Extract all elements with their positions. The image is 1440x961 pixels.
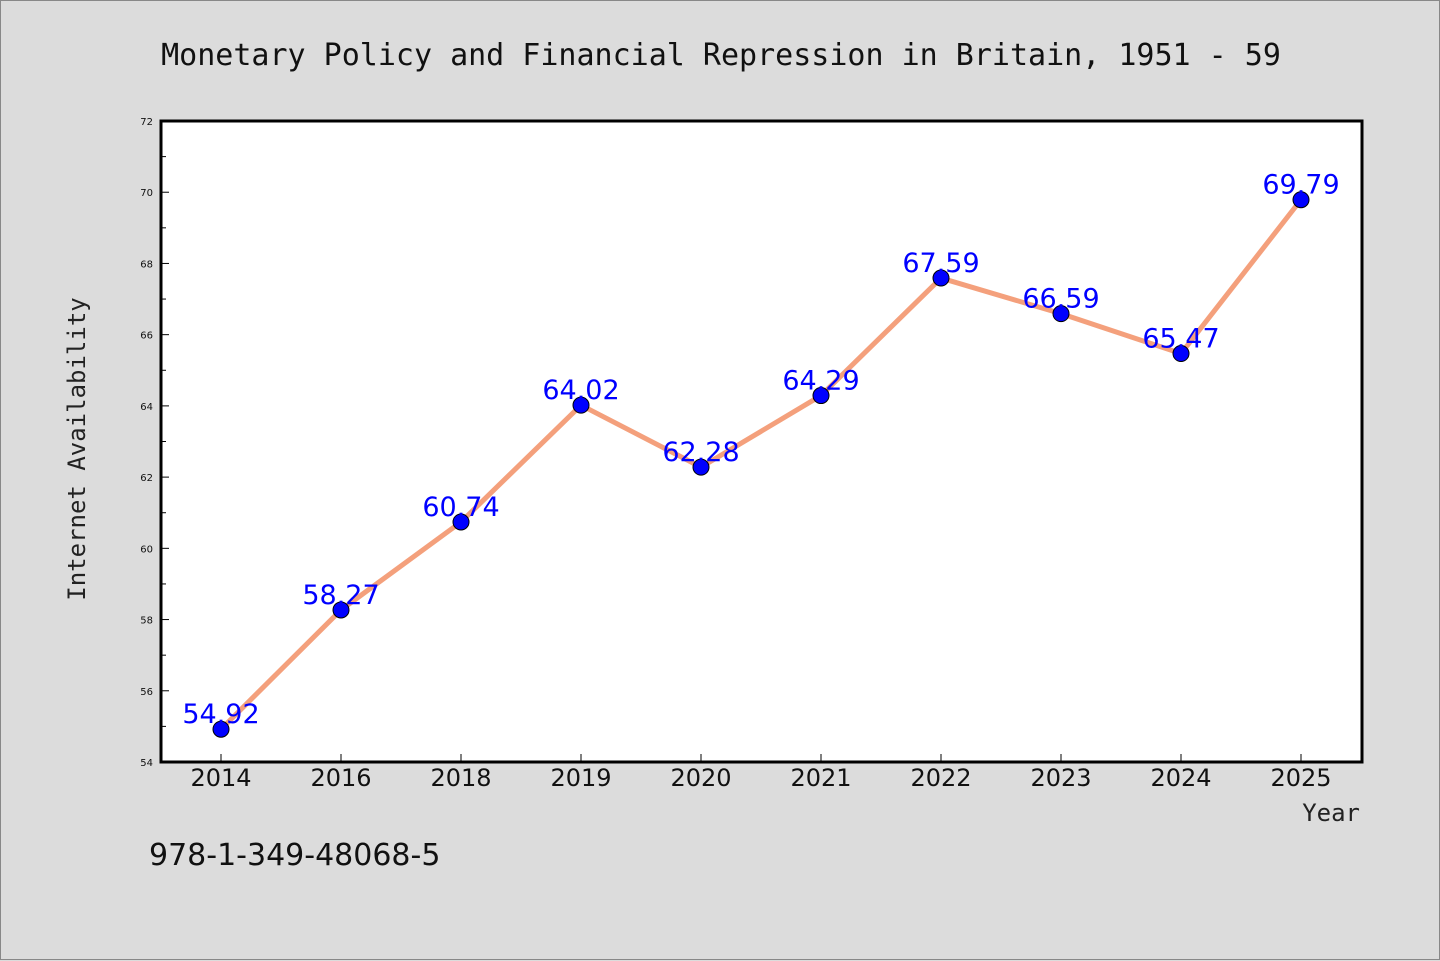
chart-title: Monetary Policy and Financial Repression… [161, 38, 1281, 73]
data-point [572, 396, 590, 414]
x-tick-label: 2024 [1150, 764, 1211, 792]
plot-area [159, 119, 1364, 764]
y-tick-label: 68 [140, 259, 153, 270]
y-tick-label: 66 [140, 331, 153, 342]
y-axis-label: Internet Availability [63, 297, 91, 600]
y-tick-label: 56 [140, 687, 153, 698]
data-point [452, 513, 470, 531]
y-tick-label: 60 [140, 544, 153, 555]
x-tick-label: 2025 [1270, 764, 1331, 792]
x-tick-label: 2020 [670, 764, 731, 792]
y-tick-label: 64 [140, 402, 153, 413]
data-label: 64.02 [542, 375, 619, 406]
data-point [932, 269, 950, 287]
data-label: 62.28 [662, 437, 739, 468]
x-tick-label: 2014 [190, 764, 251, 792]
data-label: 65.47 [1142, 324, 1219, 355]
data-point [1052, 305, 1070, 323]
data-point [332, 601, 350, 619]
y-tick-label: 72 [140, 117, 153, 128]
y-tick-label: 54 [140, 758, 153, 769]
isbn-footer: 978-1-349-48068-5 [149, 838, 440, 873]
x-tick-label: 2016 [310, 764, 371, 792]
y-tick-label: 58 [140, 616, 153, 627]
data-label: 54.92 [182, 699, 259, 730]
data-label: 69.79 [1262, 170, 1339, 201]
series-markers [212, 191, 1310, 738]
x-axis: 2014 2016 2018 2019 2020 2021 2022 2023 2024 2025 [190, 754, 1332, 792]
x-tick-label: 2021 [790, 764, 851, 792]
y-tick-label: 70 [140, 188, 153, 199]
data-point [212, 720, 230, 738]
data-point [692, 458, 710, 476]
data-label: 58.27 [302, 580, 379, 611]
data-point [1292, 191, 1310, 209]
y-axis: 54 56 58 60 62 64 66 68 70 72 [140, 117, 169, 769]
data-point [1172, 345, 1190, 363]
x-tick-label: 2019 [550, 764, 611, 792]
data-point [812, 387, 830, 405]
y-tick-label: 62 [140, 473, 153, 484]
x-tick-label: 2023 [1030, 764, 1091, 792]
data-label: 66.59 [1022, 284, 1099, 315]
data-label: 67.59 [902, 248, 979, 279]
data-label: 64.29 [782, 366, 859, 397]
series-line [219, 198, 1303, 732]
x-axis-label: Year [1302, 799, 1360, 827]
data-labels: 54.92 58.27 60.74 64.02 62.28 64.29 67.59 66.59… [182, 170, 1339, 731]
x-tick-label: 2018 [430, 764, 491, 792]
x-tick-label: 2022 [910, 764, 971, 792]
data-label: 60.74 [422, 492, 499, 523]
